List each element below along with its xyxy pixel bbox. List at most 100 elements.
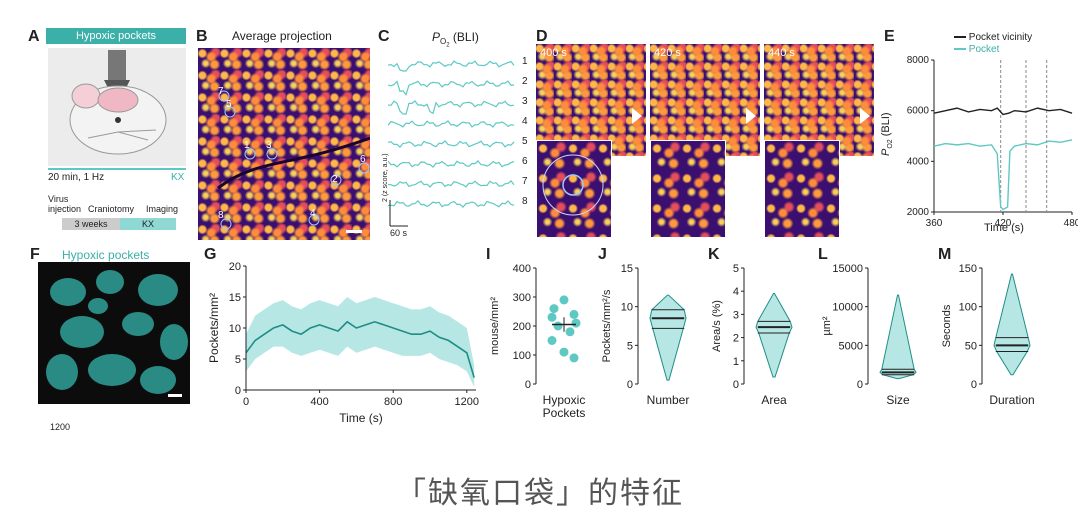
zoom-440 [764, 140, 840, 238]
panel-b: B Average projection 7 5 1 3 6 2 8 4 [196, 26, 374, 241]
panel-g: G 0 5 10 15 20 0 400 800 1200 Time (s) Pockets/mm² [204, 246, 484, 436]
mouse-head-icon [69, 50, 167, 155]
roi-overlay [217, 90, 370, 233]
roi-label-5: 5 [226, 99, 232, 110]
e-ylabel: PO2 (BLI) [880, 112, 895, 156]
y-tick-label: 2000 [907, 207, 930, 218]
y-axis-label: Seconds [941, 304, 953, 347]
zoom-420 [650, 140, 726, 238]
series-line-pocket [933, 139, 1073, 211]
x-tick-label: 400 [310, 396, 328, 408]
k-chart: 0 1 2 3 4 5 Area Area/s (%) [711, 263, 793, 407]
x-category-label: Number [647, 393, 690, 407]
scale-x-label: 60 s [390, 228, 408, 238]
y-tick-label: 5 [627, 340, 633, 352]
roi-label-6: 6 [360, 154, 366, 165]
timeline-bar: 3 weeks [62, 218, 120, 230]
y-tick-label: 15 [621, 263, 633, 275]
trace-line [388, 100, 515, 115]
panel-i: I 0 100 200 300 400 Hypoxic Pockets mouse/mm² [486, 246, 596, 436]
x-category-label: Pockets [543, 406, 586, 420]
roi-label-2: 2 [332, 174, 338, 185]
e-chart: 2000 4000 6000 8000 360 420 480 [907, 56, 1078, 229]
roi-3 [266, 148, 278, 160]
frame-440-time: 440 s [768, 47, 795, 59]
data-point [553, 321, 563, 331]
panel-c-title: PO2 (BLI) [432, 30, 479, 49]
timeline-craniotomy: Craniotomy [88, 204, 135, 214]
roi-4 [308, 214, 320, 226]
trace-line [388, 160, 515, 168]
y-tick-label: 0 [235, 385, 241, 397]
roi-1 [244, 148, 256, 160]
panel-a-kx2: KX [171, 172, 185, 183]
y-tick-label: 5000 [839, 340, 863, 352]
hypoxic-pockets-mask [38, 262, 190, 404]
y-tick-label: 100 [959, 302, 977, 314]
timeline-imaging: Imaging [146, 204, 179, 214]
trace-plot [388, 60, 515, 227]
frame-400: 400 s [536, 44, 646, 156]
data-point [549, 304, 559, 314]
trace-label: 1 [522, 56, 528, 67]
y-tick-label: 150 [959, 263, 977, 275]
roi-label-7: 7 [218, 86, 224, 97]
roi-6 [358, 162, 370, 174]
panel-a-timing: 20 min, 1 Hz [48, 172, 105, 183]
panel-a-letter: A [28, 28, 40, 45]
violin-shape [649, 294, 687, 381]
panel-i-letter: I [486, 246, 491, 263]
x-tick-label: 360 [926, 218, 943, 229]
data-point [571, 318, 581, 328]
roi-label-8: 8 [218, 210, 224, 221]
data-point [565, 327, 575, 337]
y-tick-label: 20 [229, 261, 241, 273]
panel-e: E Pocket vicinity Pocket PO2 (BLI) 2000 4… [880, 26, 1080, 241]
panel-j-letter: J [598, 246, 607, 263]
timeline-kx: KX [141, 219, 154, 229]
frame-420: 420 s [650, 44, 760, 156]
y-tick-label: 300 [513, 292, 531, 304]
roi-label-3: 3 [266, 140, 272, 151]
panel-e-letter: E [884, 28, 895, 45]
roi-7 [218, 90, 230, 102]
x-axis-label: Time (s) [339, 411, 383, 425]
y-tick-label: 0 [857, 379, 863, 391]
g-chart: 0 5 10 15 20 0 400 800 1200 Time (s) Pockets/mm² [207, 261, 479, 425]
j-chart: 0 5 10 15 Number Pockets/mm²/s [601, 263, 690, 407]
data-point [547, 312, 557, 322]
y-tick-label: 10 [229, 323, 241, 335]
trace-line [388, 120, 515, 128]
y-axis-label: mouse/mm² [489, 297, 501, 355]
panel-a: A Hypoxic pockets KX 20 min, 1 Hz KX Vir… [28, 26, 188, 241]
x-tick-label: 480 [1064, 218, 1078, 229]
panel-l-letter: L [818, 246, 828, 263]
timeline-weeks: 3 weeks [74, 219, 108, 229]
panel-a-line [48, 168, 186, 170]
panel-l: L 0 5000 10000 15000 Size µm² [818, 246, 938, 436]
x-category-label: Hypoxic [543, 393, 586, 407]
trace-label: 7 [522, 176, 528, 187]
y-tick-label: 4 [733, 286, 739, 298]
panel-g-letter: G [204, 246, 217, 263]
x-tick-label: 420 [995, 218, 1012, 229]
trace-label: 8 [522, 196, 528, 207]
y-tick-label: 5 [235, 354, 241, 366]
figure-caption: 「缺氧口袋」的特征 [396, 476, 684, 511]
y-tick-label: 5 [733, 263, 739, 275]
panel-a-banner: Hypoxic pockets [46, 28, 186, 44]
mean-line [245, 320, 475, 378]
zoom-roi-circle [542, 154, 604, 216]
data-point [569, 353, 579, 363]
timeline-bar-kx: KX [120, 218, 176, 230]
x-category-label: Area [761, 393, 787, 407]
x-tick-label: 0 [243, 396, 249, 408]
m-chart: 0 50 100 150 Duration Seconds [941, 263, 1035, 407]
legend-vicinity: Pocket vicinity [954, 32, 1032, 43]
mouse-illustration [48, 48, 186, 166]
panel-c: C PO2 (BLI) 1 2 3 4 5 6 7 8 2 (z score, … [378, 26, 536, 241]
y-axis-label: Area/s (%) [711, 300, 723, 352]
x-tick-label: 800 [384, 396, 402, 408]
trace-line [388, 180, 515, 188]
x-category-label: Size [886, 393, 910, 407]
